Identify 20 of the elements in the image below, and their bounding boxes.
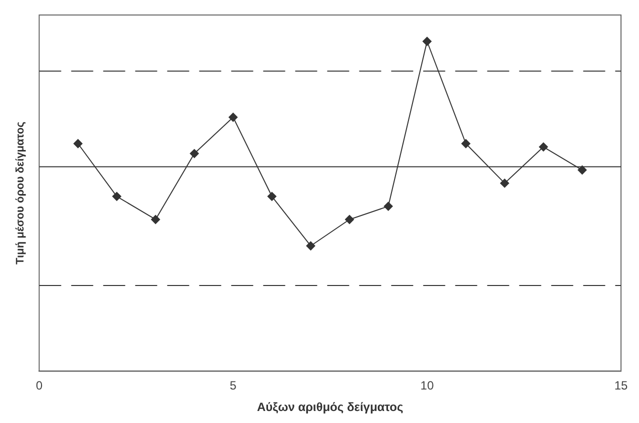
x-tick-label: 5 bbox=[230, 378, 237, 393]
point bbox=[190, 149, 199, 158]
point bbox=[267, 192, 276, 201]
point bbox=[344, 214, 354, 224]
point bbox=[578, 166, 587, 175]
point bbox=[228, 112, 238, 122]
point bbox=[384, 202, 393, 211]
point bbox=[461, 139, 470, 148]
point bbox=[538, 142, 548, 152]
x-tick-label: 0 bbox=[36, 378, 43, 393]
point bbox=[500, 178, 510, 188]
point bbox=[73, 139, 82, 148]
point bbox=[422, 36, 432, 46]
x-tick-label: 15 bbox=[614, 378, 628, 393]
y-axis-title: Τιμή μέσου όρου δείγματος bbox=[14, 121, 27, 264]
point bbox=[112, 192, 122, 201]
point bbox=[151, 214, 160, 224]
point bbox=[306, 241, 316, 250]
x-axis-title: Αύξων αριθμός δείγματος bbox=[256, 400, 404, 414]
x-tick-label: 10 bbox=[420, 378, 434, 393]
